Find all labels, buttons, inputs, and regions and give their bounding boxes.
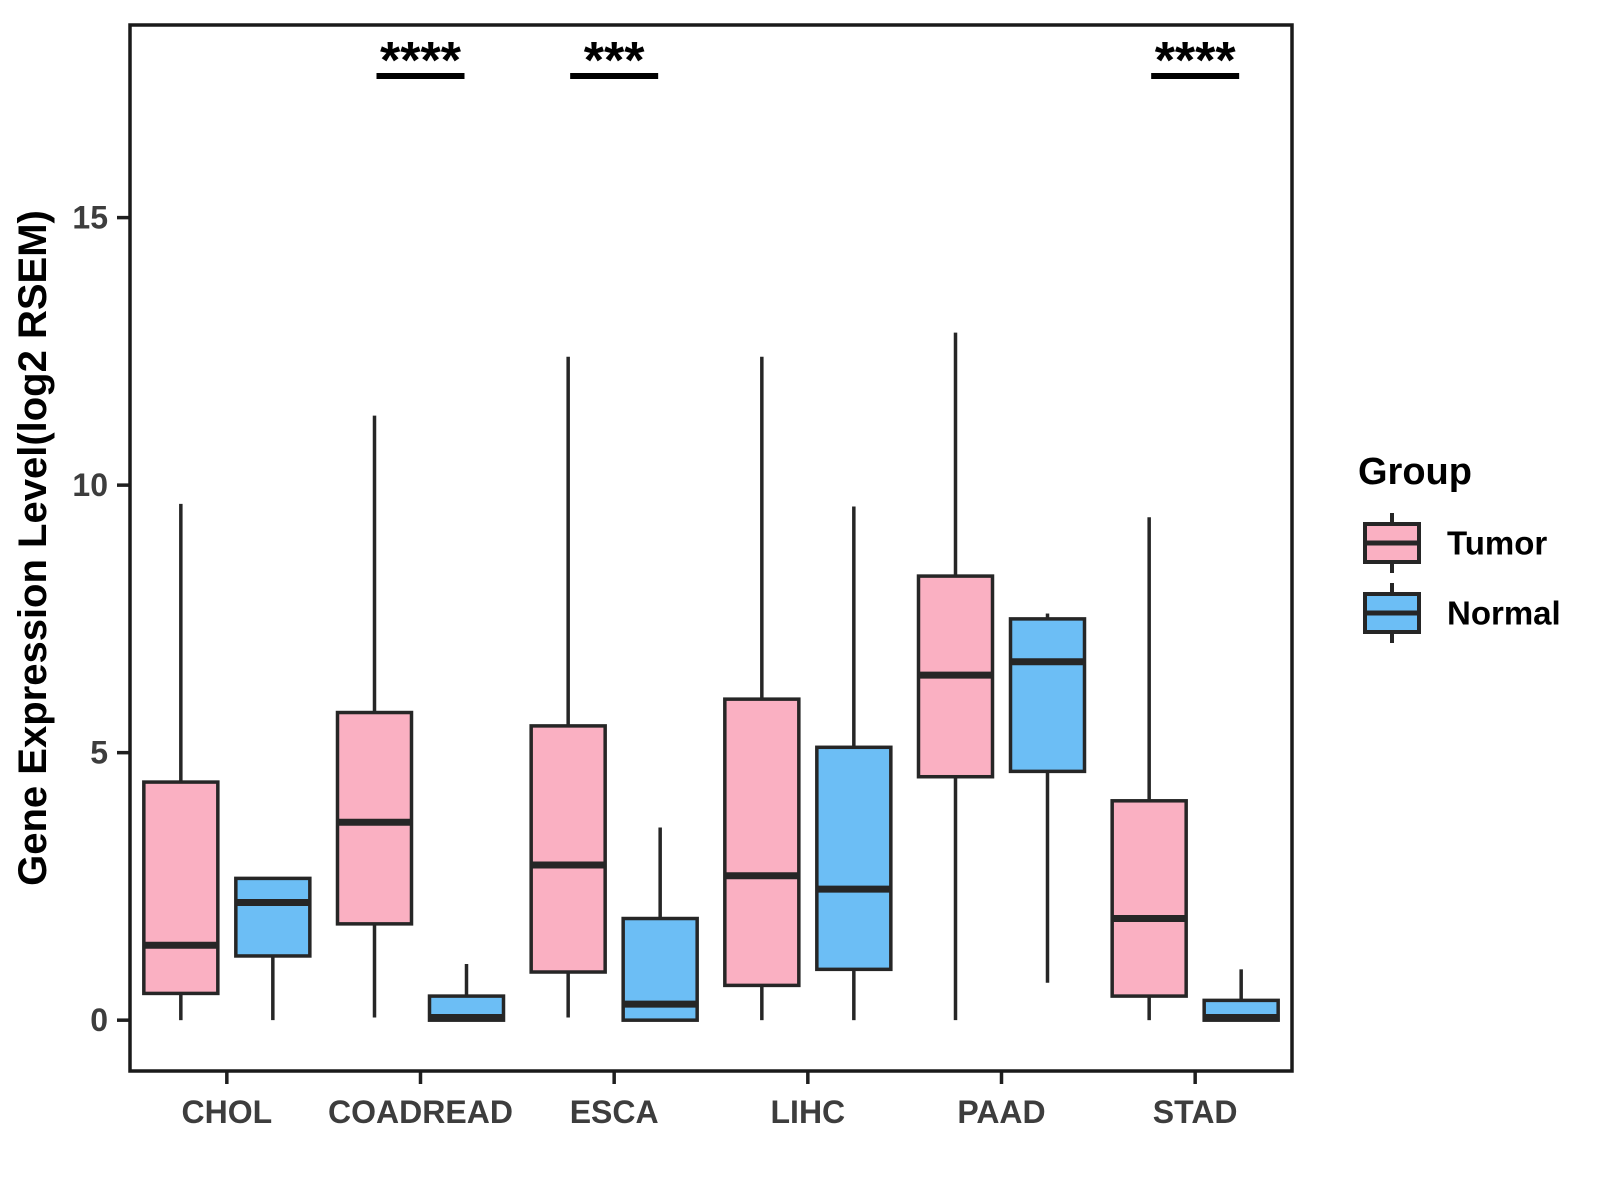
box-STAD-tumor <box>1110 799 1188 998</box>
significance-stars-ESCA: *** <box>584 32 645 90</box>
significance-bar-STAD <box>1151 73 1240 79</box>
y-tick-label-0: 0 <box>90 1002 108 1038</box>
box-CHOL-tumor <box>142 780 220 996</box>
x-tick-label-CHOL: CHOL <box>182 1094 273 1130</box>
significance-bar-ESCA <box>570 73 659 79</box>
box-LIHC-normal <box>815 745 893 972</box>
x-tick-label-STAD: STAD <box>1153 1094 1238 1130</box>
panel-border <box>128 23 1294 1073</box>
x-tick-label-COADREAD: COADREAD <box>328 1094 513 1130</box>
box-CHOL-normal <box>234 876 312 958</box>
legend-label-tumor: Tumor <box>1447 525 1547 562</box>
significance-stars-STAD: **** <box>1155 32 1237 90</box>
y-tick-label-15: 15 <box>72 200 108 236</box>
y-tick-label-5: 5 <box>90 735 108 771</box>
x-tick-label-LIHC: LIHC <box>771 1094 846 1130</box>
box-PAAD-normal <box>1008 617 1087 774</box>
x-tick-label-PAAD: PAAD <box>957 1094 1045 1130</box>
y-tick-label-10: 10 <box>72 467 108 503</box>
significance-bar-COADREAD <box>376 73 465 79</box>
legend-title: Group <box>1358 451 1472 493</box>
legend-label-normal: Normal <box>1447 595 1561 632</box>
box-LIHC-tumor <box>723 697 801 988</box>
y-axis-title: Gene Expression Level(log2 RSEM) <box>11 210 55 886</box>
significance-stars-COADREAD: **** <box>380 32 462 90</box>
x-tick-label-ESCA: ESCA <box>570 1094 659 1130</box>
box-ESCA-tumor <box>529 724 607 974</box>
box-COADREAD-tumor <box>335 710 414 926</box>
panel-background <box>130 25 1292 1071</box>
